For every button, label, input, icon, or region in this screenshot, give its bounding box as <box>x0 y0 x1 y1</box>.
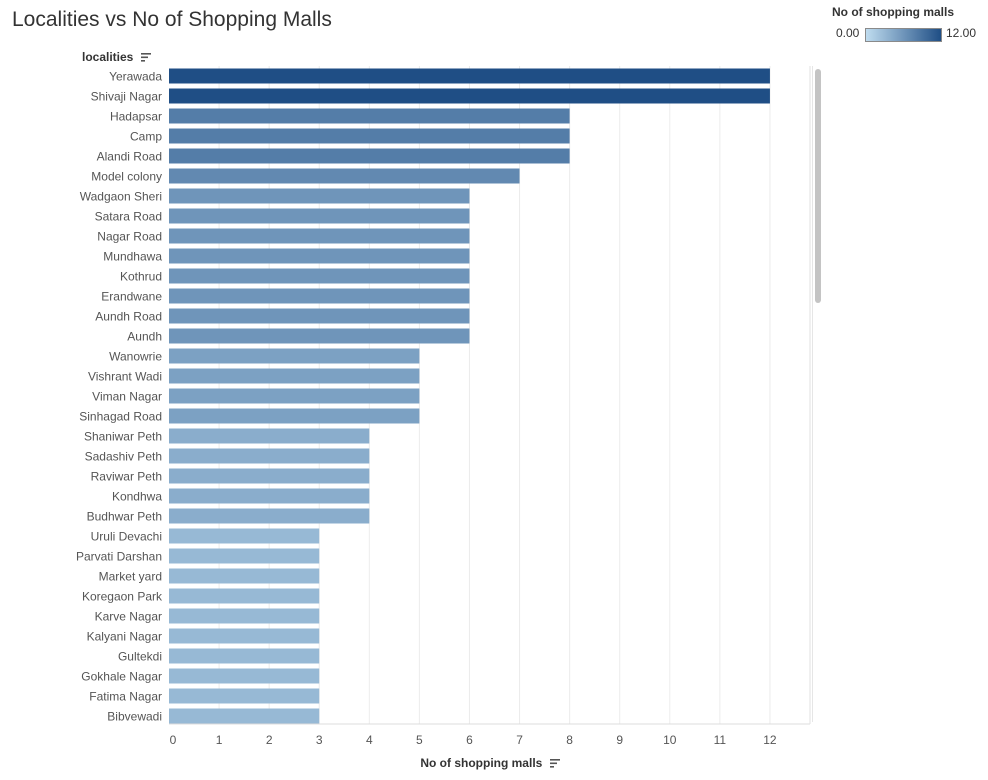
x-tick-label: 7 <box>516 733 523 747</box>
x-tick-label: 4 <box>366 733 373 747</box>
bar <box>169 428 370 444</box>
category-label: Gultekdi <box>118 650 162 664</box>
x-tick-label: 6 <box>466 733 473 747</box>
legend-gradient-bar <box>865 28 942 42</box>
category-label: Fatima Nagar <box>89 690 162 704</box>
category-label: Shivaji Nagar <box>91 90 162 104</box>
bar <box>169 488 370 504</box>
category-labels: Yerawada Shivaji Nagar Hadapsar Camp Alandi … <box>76 70 163 724</box>
category-label: Kondhwa <box>112 490 162 504</box>
category-label: Camp <box>130 130 162 144</box>
legend-title: No of shopping malls <box>832 5 954 19</box>
category-label: Wadgaon Sheri <box>80 190 162 204</box>
bar <box>169 68 770 84</box>
bar <box>169 708 320 724</box>
category-label: Yerawada <box>109 70 162 84</box>
bar <box>169 208 470 224</box>
bar <box>169 148 570 164</box>
vertical-scrollbar[interactable] <box>812 66 822 722</box>
bar <box>169 268 470 284</box>
bar <box>169 288 470 304</box>
legend-max-label: 12.00 <box>946 26 977 40</box>
bar <box>169 688 320 704</box>
bar <box>169 168 520 184</box>
x-tick-label: 2 <box>266 733 273 747</box>
category-label: Wanowrie <box>109 350 162 364</box>
bar <box>169 128 570 144</box>
x-tick-label: 12 <box>763 733 777 747</box>
bar <box>169 388 420 404</box>
bar <box>169 308 470 324</box>
category-label: Kothrud <box>120 270 162 284</box>
y-axis-title: localities <box>82 50 134 64</box>
bar <box>169 588 320 604</box>
category-label: Karve Nagar <box>95 610 162 624</box>
bar <box>169 668 320 684</box>
bar <box>169 328 470 344</box>
category-label: Koregaon Park <box>82 590 163 604</box>
bar <box>169 88 770 104</box>
bar <box>169 528 320 544</box>
bar <box>169 368 420 384</box>
bar <box>169 188 470 204</box>
bar <box>169 228 470 244</box>
category-label: Parvati Darshan <box>76 550 162 564</box>
bar <box>169 408 420 424</box>
x-tick-labels: 0 1 2 3 4 5 6 7 8 9 10 11 12 <box>170 733 777 747</box>
bar <box>169 628 320 644</box>
bar <box>169 248 470 264</box>
color-legend[interactable]: No of shopping malls 0.00 12.00 <box>826 4 986 44</box>
bars <box>169 68 770 724</box>
bar <box>169 548 320 564</box>
x-tick-label: 5 <box>416 733 423 747</box>
x-tick-label: 9 <box>616 733 623 747</box>
y-axis-field-label[interactable]: localities <box>82 50 151 64</box>
category-label: Sinhagad Road <box>79 410 162 424</box>
category-label: Budhwar Peth <box>87 510 162 524</box>
category-label: Viman Nagar <box>92 390 162 404</box>
category-label: Gokhale Nagar <box>81 670 162 684</box>
category-label: Aundh <box>127 330 162 344</box>
scrollbar-thumb[interactable] <box>815 69 821 303</box>
bar <box>169 608 320 624</box>
category-label: Uruli Devachi <box>91 530 162 544</box>
category-label: Sadashiv Peth <box>85 450 162 464</box>
x-axis-title: No of shopping malls <box>420 756 543 770</box>
category-label: Alandi Road <box>97 150 162 164</box>
category-label: Hadapsar <box>110 110 162 124</box>
x-tick-label: 1 <box>216 733 223 747</box>
bar <box>169 108 570 124</box>
category-label: Raviwar Peth <box>91 470 162 484</box>
sort-icon[interactable] <box>549 759 560 768</box>
category-label: Aundh Road <box>95 310 162 324</box>
category-label: Market yard <box>99 570 162 584</box>
bar <box>169 448 370 464</box>
x-tick-label: 3 <box>316 733 323 747</box>
bar <box>169 508 370 524</box>
bar <box>169 468 370 484</box>
category-label: Erandwane <box>101 290 162 304</box>
chart-title: Localities vs No of Shopping Malls <box>12 8 332 31</box>
bar <box>169 648 320 664</box>
bar <box>169 568 320 584</box>
x-tick-label: 11 <box>714 733 727 747</box>
category-label: Kalyani Nagar <box>87 630 162 644</box>
category-label: Model colony <box>91 170 162 184</box>
category-label: Satara Road <box>95 210 162 224</box>
category-label: Vishrant Wadi <box>88 370 162 384</box>
category-label: Shaniwar Peth <box>84 430 162 444</box>
legend-min-label: 0.00 <box>836 26 860 40</box>
category-label: Mundhawa <box>103 250 162 264</box>
x-axis-field-label[interactable]: No of shopping malls <box>400 756 580 770</box>
x-tick-label: 0 <box>170 733 177 747</box>
x-tick-label: 10 <box>663 733 677 747</box>
bar <box>169 348 420 364</box>
x-tick-label: 8 <box>566 733 573 747</box>
category-label: Nagar Road <box>97 230 162 244</box>
sort-icon[interactable] <box>140 53 151 62</box>
category-label: Bibvewadi <box>107 710 162 724</box>
